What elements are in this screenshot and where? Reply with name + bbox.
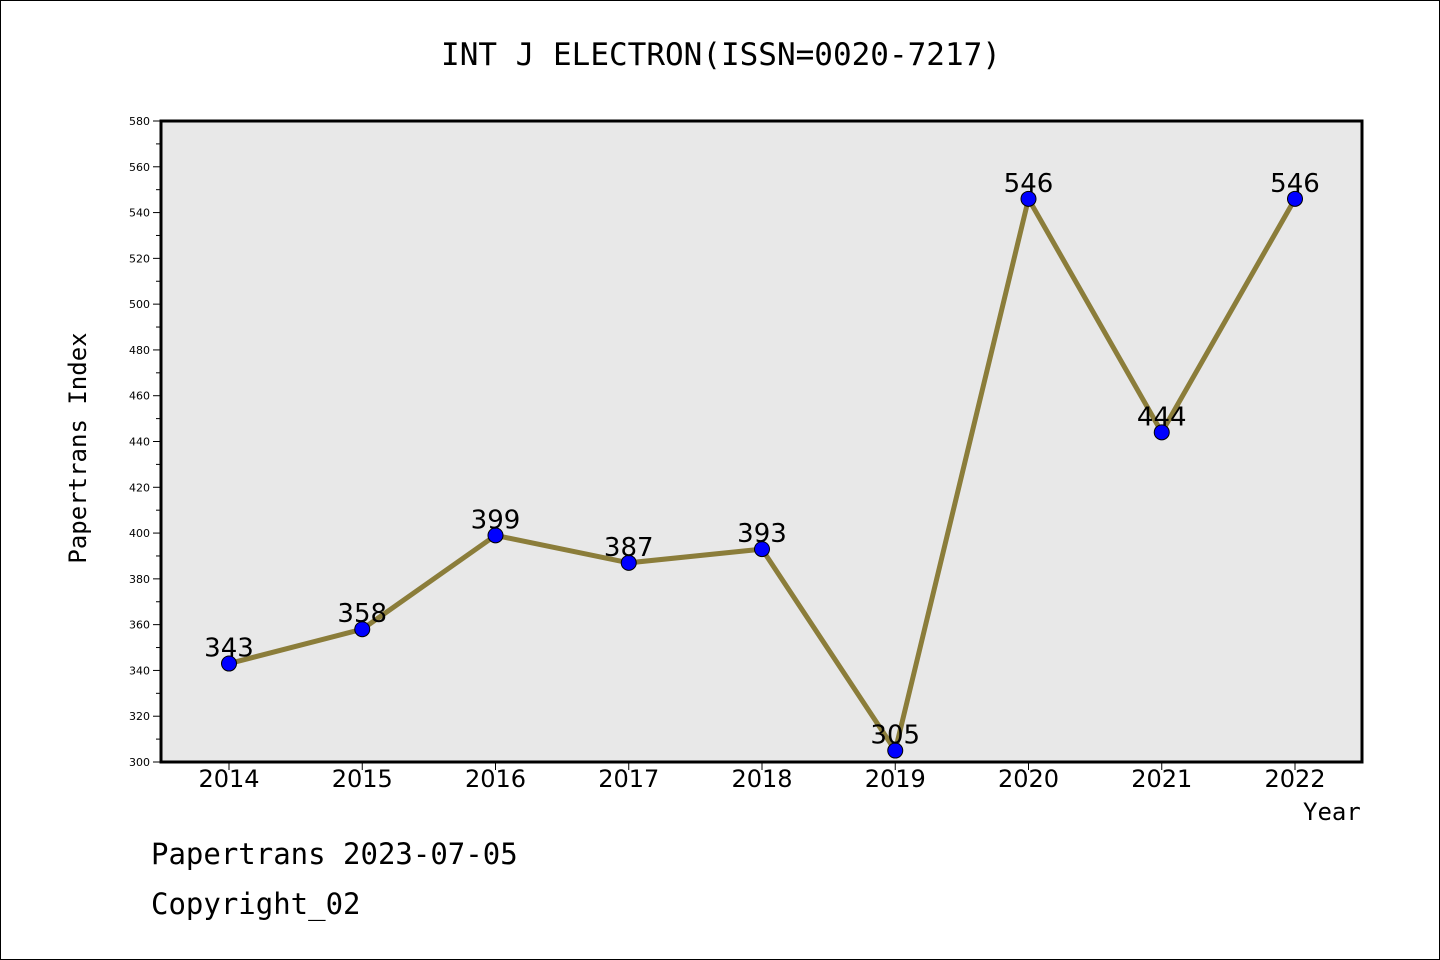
x-tick-label: 2020 (998, 765, 1059, 793)
data-label: 444 (1137, 402, 1187, 432)
data-markers (221, 190, 1303, 759)
y-tick-label: 480 (129, 344, 150, 357)
data-point (354, 621, 371, 638)
y-tick-label: 300 (129, 756, 150, 769)
data-point (1153, 424, 1170, 441)
data-point (487, 527, 504, 544)
data-label: 399 (471, 505, 521, 535)
x-tick-label: 2017 (598, 765, 659, 793)
x-tick-label: 2022 (1264, 765, 1325, 793)
x-axis: 2014 2015 2016 2017 2018 2019 2020 2021 2022 (198, 762, 1326, 793)
y-axis: 300 320 340 360 380 400 420 440 460 480 500 520 540 5… (129, 115, 161, 769)
footer-date: Papertrans 2023-07-05 (151, 837, 518, 871)
x-tick-label: 2015 (332, 765, 393, 793)
y-tick-label: 560 (129, 161, 150, 174)
y-tick-label: 500 (129, 298, 150, 311)
data-label: 393 (737, 519, 787, 549)
y-tick-label: 440 (129, 436, 150, 449)
data-label: 358 (337, 599, 387, 629)
y-tick-label: 320 (129, 710, 150, 723)
data-point (1020, 190, 1037, 207)
data-point (1287, 190, 1303, 207)
data-label: 546 (1004, 169, 1054, 199)
y-tick-label: 420 (129, 481, 150, 494)
data-label: 387 (604, 533, 654, 563)
chart-title: INT J ELECTRON(ISSN=0020-7217) (441, 37, 1001, 73)
y-tick-label: 360 (129, 619, 150, 632)
data-labels: 343 358 399 387 393 305 546 444 546 (204, 169, 1320, 751)
data-point (754, 541, 770, 558)
data-label: 343 (204, 634, 254, 664)
data-label: 305 (870, 721, 920, 751)
y-tick-label: 400 (129, 527, 150, 540)
y-tick-label: 340 (129, 664, 150, 677)
y-tick-label: 380 (129, 573, 150, 586)
x-tick-label: 2018 (731, 765, 792, 793)
data-point (620, 554, 637, 571)
y-tick-label: 520 (129, 252, 150, 265)
plot-area (159, 119, 1364, 764)
y-tick-label: 540 (129, 207, 150, 220)
y-tick-label: 460 (129, 390, 150, 403)
y-tick-label: 580 (129, 115, 150, 128)
x-axis-label: Year (1303, 798, 1361, 826)
footer-copyright: Copyright_02 (151, 887, 361, 921)
data-label: 546 (1270, 169, 1320, 199)
data-point (887, 742, 904, 759)
data-point (221, 655, 237, 672)
x-tick-label: 2019 (865, 765, 926, 793)
x-tick-label: 2014 (198, 765, 259, 793)
x-tick-label: 2016 (465, 765, 526, 793)
x-tick-label: 2021 (1131, 765, 1192, 793)
